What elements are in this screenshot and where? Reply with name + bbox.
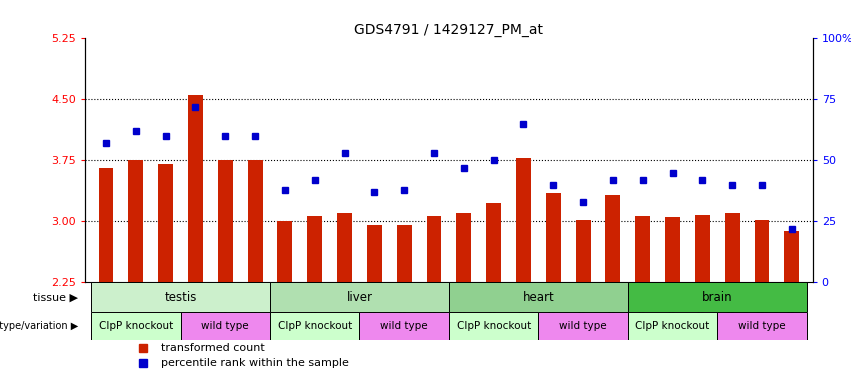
Bar [628, 282, 807, 312]
Bar [545, 193, 561, 282]
Bar [270, 282, 449, 312]
Bar [717, 312, 807, 341]
Text: wild type: wild type [380, 321, 428, 331]
Bar [248, 161, 262, 282]
Bar [270, 312, 359, 341]
Bar [486, 204, 501, 282]
Bar [129, 161, 143, 282]
Bar [539, 312, 628, 341]
Text: wild type: wild type [738, 321, 785, 331]
Text: ClpP knockout: ClpP knockout [456, 321, 531, 331]
Text: percentile rank within the sample: percentile rank within the sample [162, 358, 350, 368]
Bar [449, 312, 539, 341]
Text: testis: testis [164, 291, 197, 304]
Bar [725, 213, 740, 282]
Bar [359, 312, 449, 341]
Bar [397, 225, 412, 282]
Text: tissue ▶: tissue ▶ [33, 292, 77, 302]
Bar [516, 158, 531, 282]
Text: heart: heart [523, 291, 554, 304]
Title: GDS4791 / 1429127_PM_at: GDS4791 / 1429127_PM_at [354, 23, 544, 37]
Bar [785, 231, 799, 282]
Bar [367, 225, 382, 282]
Text: wild type: wild type [202, 321, 249, 331]
Bar [337, 213, 352, 282]
Bar [449, 282, 628, 312]
Text: ClpP knockout: ClpP knockout [277, 321, 351, 331]
Bar [99, 169, 113, 282]
Bar [575, 220, 591, 282]
Bar [456, 213, 471, 282]
Bar [91, 312, 180, 341]
Text: liver: liver [346, 291, 373, 304]
Text: ClpP knockout: ClpP knockout [636, 321, 710, 331]
Text: genotype/variation ▶: genotype/variation ▶ [0, 321, 77, 331]
Bar [636, 216, 650, 282]
Bar [91, 282, 270, 312]
Bar [755, 220, 769, 282]
Bar [628, 312, 717, 341]
Bar [218, 161, 232, 282]
Bar [665, 217, 680, 282]
Text: brain: brain [702, 291, 733, 304]
Bar [180, 312, 270, 341]
Bar [426, 216, 442, 282]
Bar [695, 215, 710, 282]
Bar [188, 95, 203, 282]
Text: wild type: wild type [559, 321, 607, 331]
Bar [605, 195, 620, 282]
Text: ClpP knockout: ClpP knockout [99, 321, 173, 331]
Bar [307, 216, 323, 282]
Bar [277, 221, 293, 282]
Bar [158, 164, 173, 282]
Text: transformed count: transformed count [162, 343, 266, 353]
